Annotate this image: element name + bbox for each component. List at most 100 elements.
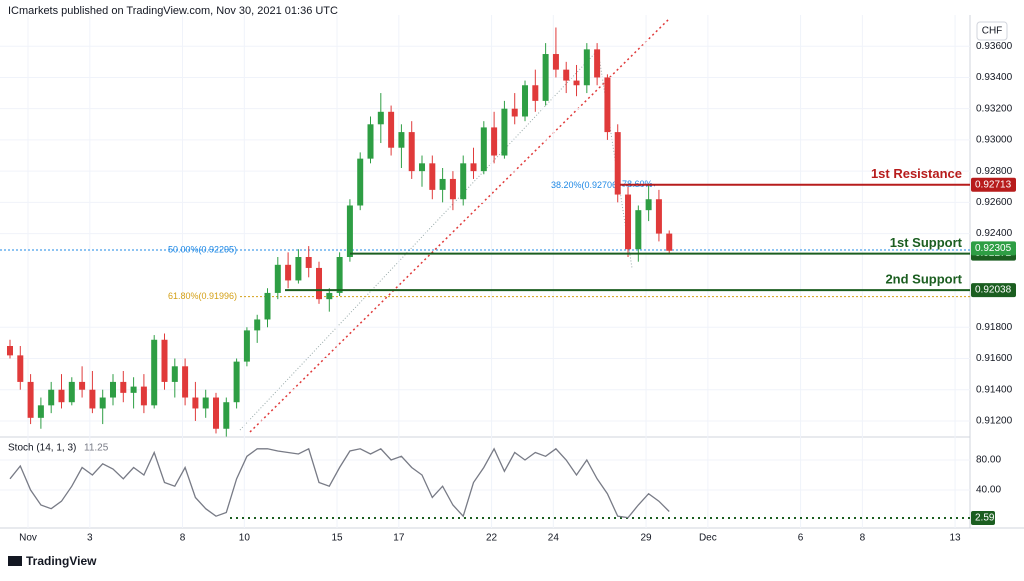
candle-body	[243, 330, 250, 362]
y-tick-label: 0.92600	[976, 197, 1013, 208]
candle-body	[68, 381, 75, 403]
candle-body	[429, 163, 436, 190]
candle-body	[182, 366, 189, 398]
x-tick-label: 10	[239, 533, 251, 544]
candle-body	[213, 397, 220, 429]
logo-mark	[8, 556, 22, 566]
footer-logo: TradingView	[8, 554, 97, 568]
candle-body	[470, 163, 477, 172]
current-price-label: 0.92305	[975, 243, 1012, 254]
price-box-label: 0.92713	[975, 179, 1012, 190]
candle-body	[58, 389, 65, 403]
x-tick-label: 15	[331, 533, 343, 544]
candle-body	[666, 233, 673, 251]
candle-body	[48, 389, 55, 406]
fib-label: 50.00%(0.92295)	[168, 244, 237, 254]
candle-body	[264, 292, 271, 320]
candle-body	[367, 124, 374, 159]
candle-body	[285, 264, 292, 281]
currency: CHF	[982, 26, 1003, 37]
candle-body	[6, 346, 13, 356]
candle-body	[274, 264, 281, 293]
candle-body	[480, 127, 487, 172]
candle-body	[254, 319, 261, 331]
candle-body	[645, 199, 652, 211]
fib-label: 38.20%(0.92706)	[551, 180, 620, 190]
candle-body	[346, 205, 353, 258]
y-tick-label: 0.92400	[976, 228, 1013, 239]
candle-body	[573, 80, 580, 86]
candle-body	[161, 339, 168, 382]
x-tick-label: 13	[950, 533, 962, 544]
candle-body	[233, 361, 240, 403]
y-tick-label: 0.91800	[976, 322, 1013, 333]
stoch-title: Stoch (14, 1, 3)	[8, 443, 76, 454]
candle-body	[27, 381, 34, 418]
x-tick-label: Nov	[19, 533, 37, 544]
currency-box	[976, 21, 1008, 41]
candle-body	[192, 397, 199, 409]
price-box-label: 0.92038	[975, 285, 1012, 296]
fib-trend	[239, 49, 599, 431]
y-tick-label: 0.93400	[976, 72, 1013, 83]
candle-body	[408, 132, 415, 172]
price-box	[971, 177, 1016, 192]
candle-body	[316, 267, 323, 300]
candle-body	[130, 386, 137, 393]
x-tick-label: 8	[860, 533, 866, 544]
candle-body	[79, 381, 86, 390]
price-box	[971, 283, 1016, 298]
candle-body	[89, 389, 96, 409]
level-name: 1st Resistance	[871, 166, 962, 181]
fib-label: 61.80%(0.91996)	[168, 291, 237, 301]
candle-body	[604, 77, 611, 133]
x-tick-label: 17	[393, 533, 405, 544]
x-tick-label: 8	[180, 533, 186, 544]
candle-body	[336, 257, 343, 293]
footer: TradingView	[26, 554, 97, 568]
candle-body	[419, 163, 426, 172]
candle-body	[388, 111, 395, 148]
candle-body	[326, 292, 333, 300]
stoch-value: 11.25	[84, 443, 109, 454]
y-tick-label: 0.93600	[976, 41, 1013, 52]
y-tick-label: 0.93000	[976, 135, 1013, 146]
candle-body	[377, 111, 384, 125]
candle-body	[563, 69, 570, 81]
candle-body	[99, 397, 106, 409]
x-tick-label: 24	[548, 533, 560, 544]
candle-body	[532, 85, 539, 101]
candle-body	[17, 355, 24, 382]
candle-body	[594, 49, 601, 78]
candle-body	[223, 402, 230, 429]
candle-body	[635, 210, 642, 250]
candle-body	[491, 127, 498, 156]
y-tick-label: 0.92800	[976, 166, 1013, 177]
candle-body	[583, 49, 590, 86]
stoch-level-label: 2.59	[975, 513, 995, 524]
candle-body	[655, 199, 662, 234]
candle-body	[295, 257, 302, 281]
x-tick-label: Dec	[699, 533, 717, 544]
candle-body	[501, 108, 508, 156]
x-tick-label: 22	[486, 533, 498, 544]
level-name: 1st Support	[890, 235, 963, 250]
candle-body	[625, 194, 632, 250]
candle-body	[305, 257, 312, 268]
candle-body	[120, 381, 127, 393]
candle-body	[37, 405, 44, 418]
candle-body	[398, 132, 405, 148]
candle-body	[439, 178, 446, 190]
y-tick-label: 0.91600	[976, 353, 1013, 364]
candle-body	[357, 158, 364, 206]
candle-body	[151, 339, 158, 406]
header: ICmarkets published on TradingView.com, …	[8, 5, 338, 17]
level-name: 2nd Support	[885, 272, 962, 287]
y-tick-label: 40.00	[976, 485, 1001, 496]
candle-body	[140, 386, 147, 406]
y-tick-label: 0.91400	[976, 384, 1013, 395]
stoch-line	[9, 447, 670, 519]
candle-body	[109, 381, 116, 398]
